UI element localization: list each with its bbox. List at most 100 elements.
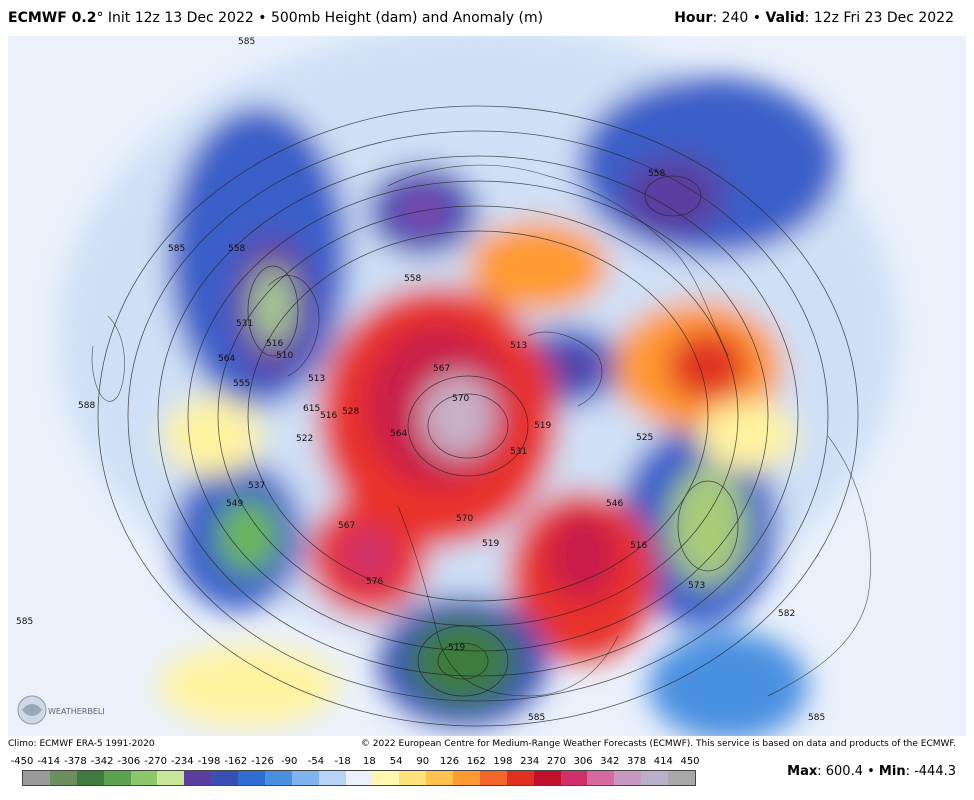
colorbar-tick-label: -54 xyxy=(307,756,325,767)
contour-label: 558 xyxy=(228,244,245,254)
weatherbell-logo: WEATHERBELL xyxy=(17,695,104,725)
colorbar-swatch xyxy=(49,771,77,785)
contour-label: 549 xyxy=(226,499,243,509)
contour-label: 564 xyxy=(390,429,407,439)
contour-label: 510 xyxy=(276,351,293,361)
colorbar-tick-label: -234 xyxy=(170,756,194,767)
colorbar-tick-label: -270 xyxy=(144,756,167,767)
contour-label: 516 xyxy=(266,339,283,349)
colorbar-tick-label: 450 xyxy=(680,756,700,767)
colorbar-swatch xyxy=(211,771,238,785)
contour-label: 531 xyxy=(510,447,527,457)
contour-label: 528 xyxy=(342,407,359,417)
colorbar-tick-label: 378 xyxy=(627,756,647,767)
colorbar-tick-label: 414 xyxy=(653,756,673,767)
degree-symbol: ° xyxy=(96,10,104,26)
coastlines xyxy=(91,164,871,697)
contour-label: 516 xyxy=(320,411,337,421)
colorbar-swatch xyxy=(399,771,427,785)
colorbar-swatch xyxy=(76,771,104,785)
colorbar-tick-label: 342 xyxy=(600,756,620,767)
field-description: 500mb Height (dam) and Anomaly (m) xyxy=(270,10,544,26)
colorbar-swatch xyxy=(506,771,534,785)
contour-label: 588 xyxy=(78,401,95,411)
title-separator: • xyxy=(253,10,271,26)
colorbar xyxy=(22,770,696,786)
colorbar-tick-label: -198 xyxy=(197,756,221,767)
colorbar-ticks: -450 -414 -378 -342 -306 -270 -234 -198 -162 -126… xyxy=(11,756,700,768)
colorbar-tick-label: -342 xyxy=(90,756,114,767)
contour-label: 564 xyxy=(218,354,235,364)
contour-label: 519 xyxy=(448,643,465,653)
colorbar-swatch xyxy=(157,771,185,785)
contour-label: 519 xyxy=(482,539,499,549)
colorbar-swatch xyxy=(372,771,400,785)
contour-label: 525 xyxy=(636,433,653,443)
copyright-note: © 2022 European Centre for Medium-Range … xyxy=(360,739,956,749)
init-time: Init 12z 13 Dec 2022 xyxy=(103,10,254,26)
contour-label: 585 xyxy=(528,713,545,723)
colorbar-tick-label: 126 xyxy=(439,756,460,767)
contour-label: 615 xyxy=(303,404,320,414)
colorbar-swatch xyxy=(23,771,50,785)
model-name: ECMWF 0.2 xyxy=(8,10,97,26)
colorbar-swatch xyxy=(184,771,212,785)
colorbar-tick-label: -378 xyxy=(64,756,87,767)
contour-label: 585 xyxy=(16,617,33,627)
contour-label: 537 xyxy=(248,481,265,491)
colorbar-swatch xyxy=(238,771,265,785)
colorbar-tick-label: 270 xyxy=(546,756,566,767)
colorbar-tick-label: 234 xyxy=(520,756,540,767)
colorbar-swatch xyxy=(264,771,292,785)
contour-label: 573 xyxy=(688,581,705,591)
colorbar-swatch xyxy=(318,771,346,785)
colorbar-tick-label: -162 xyxy=(224,756,248,767)
contour-label: 576 xyxy=(366,577,383,587)
contour-label: 558 xyxy=(648,169,665,179)
contour-label: 567 xyxy=(433,364,450,374)
colorbar-swatch xyxy=(130,771,158,785)
colorbar-tick-label: 162 xyxy=(466,756,486,767)
colorbar-swatch xyxy=(426,771,453,785)
map-panel: 585 585 558 531 516 510 564 555 513 615 … xyxy=(8,36,966,736)
max-label: Max xyxy=(787,764,818,779)
contour-label: 585 xyxy=(238,37,255,47)
contour-label: 516 xyxy=(630,541,647,551)
height-contours xyxy=(97,105,859,727)
hour-value: : 240 xyxy=(712,10,749,26)
min-label: Min xyxy=(878,764,906,779)
logo-text: WEATHERBELL xyxy=(48,707,104,716)
colorbar-swatch xyxy=(345,771,373,785)
colorbar-swatch xyxy=(560,771,588,785)
colorbar-tick-label: -90 xyxy=(281,756,298,767)
colorbar-tick-label: 198 xyxy=(493,756,513,767)
colorbar-tick-label: -18 xyxy=(334,756,351,767)
colorbar-swatch xyxy=(533,771,561,785)
anomaly-shading xyxy=(58,36,898,736)
colorbar-tick-label: 54 xyxy=(389,756,403,767)
colorbar-tick-label: 90 xyxy=(416,756,430,767)
contour-label: 522 xyxy=(296,434,313,444)
colorbar-tick-label: 306 xyxy=(573,756,593,767)
anomaly-map: 585 585 558 531 516 510 564 555 513 615 … xyxy=(8,36,966,736)
contour-label: 546 xyxy=(606,499,623,509)
colorbar-swatch xyxy=(587,771,615,785)
contour-label: 513 xyxy=(510,341,527,351)
colorbar-swatch xyxy=(103,771,131,785)
contour-label: 531 xyxy=(236,319,253,329)
max-min: Max: 600.4 • Min: -444.3 xyxy=(787,764,956,779)
contour-label: 585 xyxy=(808,713,825,723)
contour-label: 570 xyxy=(456,514,473,524)
colorbar-tick-label: -414 xyxy=(37,756,61,767)
colorbar-swatch xyxy=(453,771,480,785)
colorbar-tick-label: 18 xyxy=(362,756,376,767)
colorbar-swatch xyxy=(641,771,668,785)
contour-label: 567 xyxy=(338,521,355,531)
valid-value: : 12z Fri 23 Dec 2022 xyxy=(804,10,954,26)
colorbar-tick-label: -126 xyxy=(251,756,274,767)
valid-time: Hour: 240 • Valid: 12z Fri 23 Dec 2022 xyxy=(674,10,954,26)
footer: Climo: ECMWF ERA-5 1991-2020 © 2022 Euro… xyxy=(0,736,974,800)
valid-separator: • xyxy=(748,10,766,26)
contour-label: 558 xyxy=(404,274,421,284)
hour-label: Hour xyxy=(674,10,713,26)
